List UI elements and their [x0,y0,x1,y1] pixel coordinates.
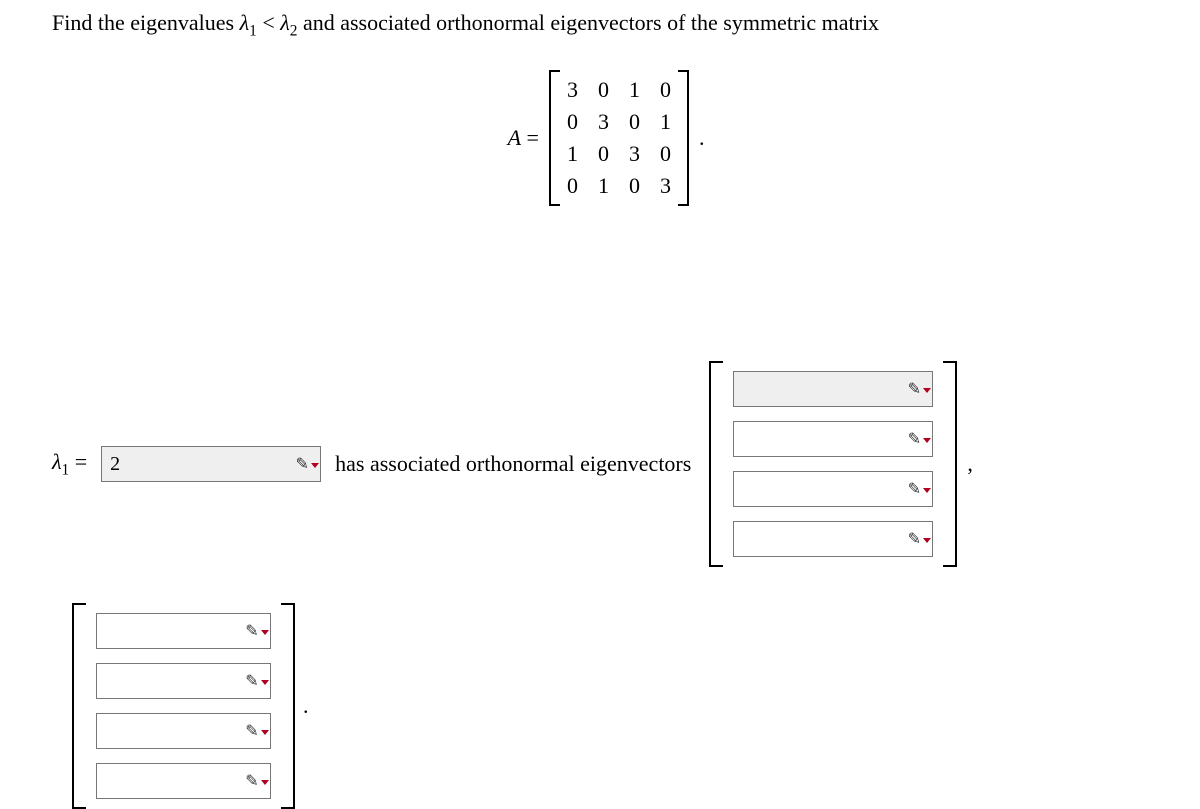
vec2-value-2 [97,681,244,682]
matrix-trailing-dot: . [699,125,705,151]
eigenvector-1: ✎ ✎ ✎ ✎ [709,361,957,567]
trailing-period: . [303,693,309,719]
equals: = [521,125,539,150]
matrix-cell: 3 [588,106,619,138]
vec1-value-4 [734,539,906,540]
matrix-cell: 0 [557,106,588,138]
vec2-entry-2[interactable]: ✎ [96,663,271,699]
pencil-icon[interactable]: ✎ [244,621,270,641]
matrix-cell: 1 [557,138,588,170]
pencil-icon[interactable]: ✎ [906,479,932,499]
matrix-cell: 0 [619,106,650,138]
vec1-value-1 [734,389,906,390]
pencil-icon[interactable]: ✎ [906,429,932,449]
vec2-entry-4[interactable]: ✎ [96,763,271,799]
lambda2-symbol: λ [280,10,290,35]
matrix-var: A [508,125,521,150]
lambda1-sub: 1 [249,22,257,39]
vec1-entry-4[interactable]: ✎ [733,521,933,557]
matrix-cell: 0 [588,138,619,170]
has-associated-text: has associated orthonormal eigenvectors [335,451,691,477]
matrix-cell: 0 [650,138,681,170]
bracket-right [943,361,957,567]
matrix-cell: 3 [619,138,650,170]
lambda1-input[interactable]: 2 ✎ [101,446,321,482]
prompt-post: and associated orthonormal eigenvectors … [297,10,879,35]
vec2-entry-3[interactable]: ✎ [96,713,271,749]
matrix-cell: 3 [650,170,681,202]
vec1-value-3 [734,489,906,490]
vec1-entry-1[interactable]: ✎ [733,371,933,407]
bracket-left [709,361,723,567]
matrix-cell: 0 [557,170,588,202]
lambda1-label: λ1 = [52,449,87,479]
vec2-value-3 [97,731,244,732]
matrix-cell: 1 [619,74,650,106]
vec2-entry-1[interactable]: ✎ [96,613,271,649]
vec1-entry-3[interactable]: ✎ [733,471,933,507]
matrix-cell: 3 [557,74,588,106]
pencil-icon[interactable]: ✎ [906,529,932,549]
vec2-value-4 [97,781,244,782]
comma: , [967,451,973,477]
pencil-icon[interactable]: ✎ [294,454,320,474]
matrix-cell: 0 [650,74,681,106]
prompt-pre: Find the eigenvalues [52,10,240,35]
pencil-icon[interactable]: ✎ [244,771,270,791]
matrix-cell: 1 [650,106,681,138]
vec1-entry-2[interactable]: ✎ [733,421,933,457]
matrix-brackets: 3 0 1 0 0 3 0 1 1 0 3 0 [549,70,689,206]
matrix-A: 3 0 1 0 0 3 0 1 1 0 3 0 [557,74,681,202]
lambda1-value: 2 [102,453,294,476]
vec2-value-1 [97,631,244,632]
pencil-icon[interactable]: ✎ [906,379,932,399]
matrix-cell: 1 [588,170,619,202]
matrix-row: 1 0 3 0 [557,138,681,170]
pencil-icon[interactable]: ✎ [244,721,270,741]
matrix-definition: A = 3 0 1 0 0 3 0 1 [52,70,1160,206]
lt: < [257,10,280,35]
matrix-cell: 0 [619,170,650,202]
pencil-icon[interactable]: ✎ [244,671,270,691]
matrix-cell: 0 [588,74,619,106]
question-prompt: Find the eigenvalues λ1 < λ2 and associa… [52,8,1160,42]
matrix-row: 0 3 0 1 [557,106,681,138]
lambda1-symbol: λ [240,10,250,35]
eigenvector-2: ✎ ✎ ✎ ✎ . [72,603,1160,809]
bracket-right [281,603,295,809]
matrix-row: 0 1 0 3 [557,170,681,202]
bracket-left [72,603,86,809]
vec1-value-2 [734,439,906,440]
matrix-row: 3 0 1 0 [557,74,681,106]
